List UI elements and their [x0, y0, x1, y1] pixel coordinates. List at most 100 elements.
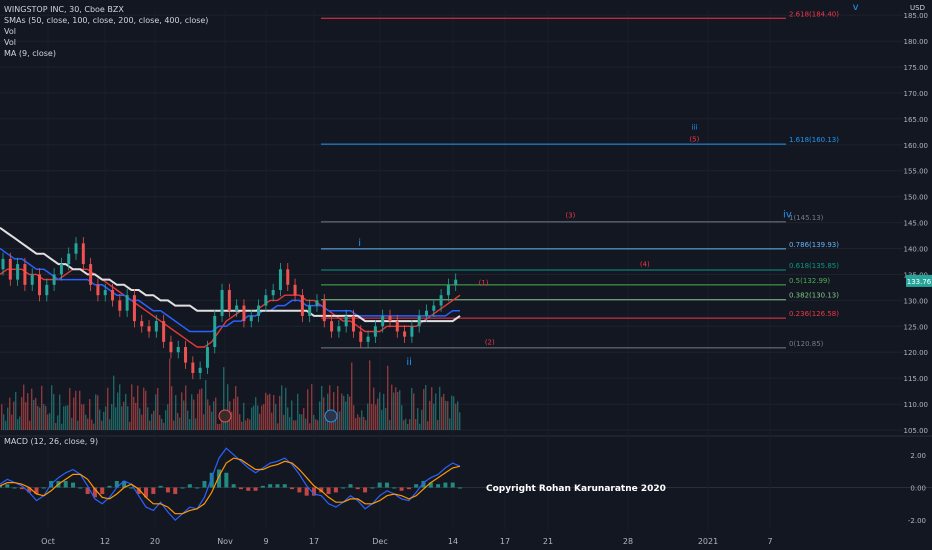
macd-histogram-bar — [12, 487, 17, 489]
macd-legend[interactable]: MACD (12, 26, close, 9) — [4, 437, 99, 446]
candle-body — [16, 264, 20, 280]
candle-body — [395, 321, 399, 332]
candle-body — [293, 284, 297, 296]
volume-bar — [119, 384, 121, 430]
price-axis[interactable]: 105.00110.00115.00120.00125.00130.00135.… — [904, 12, 932, 435]
volume-bar — [99, 409, 101, 430]
volume-bar — [97, 395, 99, 430]
volume-bar — [347, 393, 349, 430]
volume-bar — [145, 390, 147, 430]
volume-bar — [459, 412, 461, 430]
y-tick-label: 160.00 — [904, 142, 929, 150]
volume-bar — [113, 375, 115, 430]
volume-bar — [275, 404, 277, 430]
volume-bar — [389, 420, 391, 430]
macd-histogram-bar — [71, 482, 76, 488]
x-tick-label: Dec — [372, 537, 387, 546]
volume-bar — [311, 384, 313, 430]
volume-bar — [53, 394, 55, 430]
volume-bar — [151, 413, 153, 430]
volume-bar — [293, 420, 295, 430]
macd-histogram-bar — [450, 482, 455, 488]
candle-body — [403, 331, 407, 337]
y-tick-label: 185.00 — [904, 12, 929, 20]
sma-line-2 — [0, 247, 460, 333]
macd-histogram-bar — [246, 487, 251, 491]
candle-body — [154, 321, 158, 332]
candle-body — [300, 295, 304, 316]
macd-histogram-bar — [341, 487, 346, 489]
price-series — [1, 237, 458, 380]
candle-body — [96, 284, 100, 296]
volume-bar — [419, 423, 421, 430]
x-tick-label: 12 — [100, 537, 110, 546]
volume-bar — [51, 385, 53, 430]
volume-bar — [353, 405, 355, 430]
vol-legend-2[interactable]: Vol — [4, 38, 16, 47]
volume-bar — [367, 403, 369, 430]
volume-bar — [431, 387, 433, 430]
ma-legend[interactable]: MA (9, close) — [4, 49, 56, 58]
volume-bar — [95, 394, 97, 430]
wave-label: i — [358, 238, 361, 249]
volume-bar — [61, 423, 63, 430]
chart-legend: WINGSTOP INC, 30, Cboe BZX SMAs (50, clo… — [4, 4, 208, 59]
volume-bar — [133, 396, 135, 430]
fib-label: 0.618(135.85) — [789, 262, 839, 270]
volume-bar — [325, 418, 327, 430]
macd-histogram-bar — [5, 484, 10, 488]
candle-body — [162, 321, 166, 342]
candle-body — [74, 243, 78, 254]
copyright-text: Copyright Rohan Karunaratne 2020 — [486, 484, 666, 494]
volume-bar — [225, 417, 227, 430]
macd-histogram-bar — [275, 484, 280, 488]
volume-bar — [413, 393, 415, 430]
candle-body — [140, 321, 144, 327]
volume-bar — [263, 404, 265, 430]
volume-bar — [143, 387, 145, 430]
symbol-line[interactable]: WINGSTOP INC, 30, Cboe BZX — [4, 5, 124, 14]
volume-bar — [129, 421, 131, 430]
volume-bar — [381, 409, 383, 430]
sma-legend[interactable]: SMAs (50, close, 100, close, 200, close,… — [4, 16, 209, 25]
candle-body — [439, 295, 443, 306]
candle-body — [38, 274, 42, 296]
volume-bar — [173, 420, 175, 430]
volume-bar — [23, 384, 25, 430]
volume-bar — [83, 404, 85, 430]
volume-bar — [309, 423, 311, 430]
vol-legend[interactable]: Vol — [4, 27, 16, 36]
macd-histogram-bar — [41, 487, 46, 489]
time-axis[interactable]: Oct 12 20 Nov 9 17 Dec 14 17 21 28 2021 7 — [41, 537, 772, 546]
candle-body — [344, 315, 348, 327]
volume-bar — [377, 398, 379, 430]
macd-histogram-bar — [231, 484, 236, 488]
volume-bar — [213, 401, 215, 430]
x-tick-label: Oct — [41, 537, 55, 546]
candle-body — [198, 367, 202, 373]
candle-body — [424, 310, 428, 316]
volume-bar — [265, 392, 267, 430]
macd-histogram-bar — [151, 487, 156, 495]
volume-bar — [149, 420, 151, 430]
volume-bar — [177, 412, 179, 430]
volume-bar — [363, 416, 365, 430]
volume-bar — [445, 400, 447, 430]
volume-bar — [453, 396, 455, 430]
macd-histogram-bar — [253, 487, 258, 491]
candle-body — [432, 305, 436, 311]
fib-label: 0(120.85) — [789, 340, 824, 348]
volume-bar — [373, 387, 375, 430]
volume-bar — [179, 417, 181, 430]
y-tick-label: 155.00 — [904, 168, 929, 176]
volume-bar — [87, 418, 89, 430]
fibonacci-levels: 0(120.85) 0.236(126.58) 0.382(130.13) 0.5(1… — [321, 10, 839, 349]
volume-bar — [69, 388, 71, 430]
volume-bar — [247, 418, 249, 430]
candle-body — [111, 290, 115, 301]
macd-histogram-bar — [392, 487, 397, 489]
candle-body — [8, 258, 12, 280]
volume-bar — [341, 393, 343, 430]
macd-histogram-bar — [107, 485, 112, 488]
